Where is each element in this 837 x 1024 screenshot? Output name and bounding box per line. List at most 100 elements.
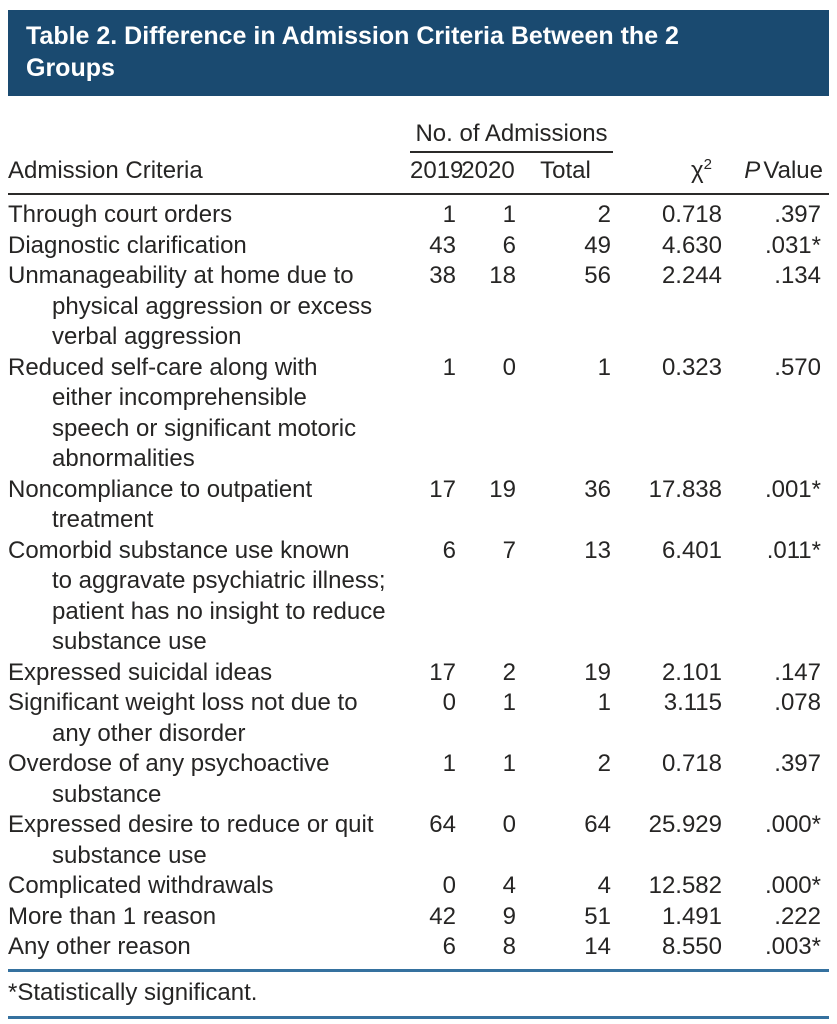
value-2019-cell: 17 xyxy=(429,475,456,503)
criteria-cell: Through court orders xyxy=(8,201,233,228)
value-total-cell: 49 xyxy=(584,231,611,259)
value-2019-cell: 1 xyxy=(442,353,456,381)
value-p-cell: .222 xyxy=(774,902,821,930)
column-header-2020: 2020 xyxy=(458,152,518,195)
value-chi-square-cell: 0.323 xyxy=(661,353,722,381)
value-p-cell: .397 xyxy=(774,750,821,777)
column-header-admission-criteria: Admission Criteria xyxy=(8,118,410,195)
p-value-label: Value xyxy=(763,157,823,184)
admissions-table: Admission Criteria No. of Admissions χ2 … xyxy=(8,118,829,972)
value-2019-cell: 1 xyxy=(442,750,456,777)
footnote-band: *Statistically significant. xyxy=(8,972,829,1019)
value-2020-cell: 1 xyxy=(502,689,516,716)
value-2020-cell: 6 xyxy=(502,231,516,259)
value-chi-square-cell: 12.582 xyxy=(648,872,722,899)
value-total-cell: 1 xyxy=(597,689,611,716)
value-2019-cell: 0 xyxy=(442,689,456,716)
criteria-cell: Diagnostic clarification xyxy=(8,231,247,259)
value-chi-square-cell: 3.115 xyxy=(663,689,722,716)
value-2020-cell: 0 xyxy=(502,811,516,838)
table-row: Noncompliance to outpatient treatment 17 … xyxy=(8,475,829,536)
column-header-chi-square: χ2 xyxy=(613,118,726,195)
criteria-cell: Reduced self-care along with either incom… xyxy=(8,353,357,473)
value-total-cell: 36 xyxy=(584,475,611,503)
column-header-p-value: P Value xyxy=(726,118,829,195)
value-2019-cell: 43 xyxy=(429,231,456,259)
value-2020-cell: 7 xyxy=(502,536,516,564)
value-p-cell: .147 xyxy=(774,658,821,686)
criteria-cell: Unmanageability at home due to physical a… xyxy=(8,262,373,350)
value-chi-square-cell: 4.630 xyxy=(661,231,722,259)
value-2019-cell: 6 xyxy=(442,536,456,564)
p-symbol: P xyxy=(744,157,761,184)
value-chi-square-cell: 0.718 xyxy=(661,750,722,777)
table-row: Through court orders 1 1 2 0.718 .397 xyxy=(8,194,829,231)
table-title: Table 2. Difference in Admission Criteri… xyxy=(26,22,679,82)
criteria-cell: More than 1 reason xyxy=(8,902,217,930)
table-row: Reduced self-care along with either incom… xyxy=(8,353,829,475)
value-2019-cell: 17 xyxy=(429,658,456,686)
value-p-cell: .397 xyxy=(774,201,821,228)
value-p-cell: .031* xyxy=(764,231,821,259)
table-row: Any other reason 6 8 14 8.550 .003* xyxy=(8,932,829,970)
criteria-cell: Significant weight loss not due to any ot… xyxy=(8,689,358,747)
value-total-cell: 14 xyxy=(584,933,611,960)
value-total-cell: 51 xyxy=(584,902,611,930)
value-2020-cell: 9 xyxy=(502,902,516,930)
value-chi-square-cell: 25.929 xyxy=(648,811,722,838)
value-chi-square-cell: 1.491 xyxy=(661,902,722,930)
value-chi-square-cell: 0.718 xyxy=(661,201,722,228)
criteria-cell: Noncompliance to outpatient treatment xyxy=(8,475,313,534)
value-2020-cell: 1 xyxy=(502,750,516,777)
value-p-cell: .011* xyxy=(766,536,821,564)
value-2019-cell: 1 xyxy=(442,201,456,228)
value-chi-square-cell: 8.550 xyxy=(661,933,722,960)
value-p-cell: .003* xyxy=(764,933,821,960)
value-2020-cell: 19 xyxy=(489,475,516,503)
criteria-cell: Expressed desire to reduce or quit substa… xyxy=(8,811,374,869)
column-group-header-admissions: No. of Admissions xyxy=(410,118,613,153)
value-2020-cell: 2 xyxy=(502,658,516,686)
value-p-cell: .000* xyxy=(764,872,821,899)
column-header-2019: 2019 xyxy=(410,152,463,195)
column-header-total: Total xyxy=(518,152,613,195)
value-2019-cell: 42 xyxy=(429,902,456,930)
value-2019-cell: 6 xyxy=(442,933,456,960)
value-2020-cell: 4 xyxy=(502,872,516,899)
criteria-cell: Comorbid substance use known to aggravate… xyxy=(8,536,386,656)
table-row: Overdose of any psychoactive substance 1 … xyxy=(8,749,829,810)
table-row: Diagnostic clarification 43 6 49 4.630 .… xyxy=(8,231,829,262)
table-title-banner: Table 2. Difference in Admission Criteri… xyxy=(8,10,829,96)
table-row: More than 1 reason 42 9 51 1.491 .222 xyxy=(8,902,829,933)
value-2020-cell: 0 xyxy=(502,353,516,381)
value-2020-cell: 1 xyxy=(502,201,516,228)
value-total-cell: 4 xyxy=(597,872,611,899)
table-header: Admission Criteria No. of Admissions χ2 … xyxy=(8,118,829,195)
value-p-cell: .000* xyxy=(764,811,821,838)
value-2019-cell: 0 xyxy=(442,872,456,899)
footnote: *Statistically significant. xyxy=(8,978,258,1006)
table-row: Comorbid substance use known to aggravate… xyxy=(8,536,829,658)
chi-symbol: χ xyxy=(691,157,704,184)
value-chi-square-cell: 6.401 xyxy=(661,536,722,564)
value-2020-cell: 8 xyxy=(502,933,516,960)
value-total-cell: 2 xyxy=(597,750,611,777)
table-row: Significant weight loss not due to any ot… xyxy=(8,688,829,749)
value-p-cell: .078 xyxy=(774,689,821,716)
value-p-cell: .001* xyxy=(764,475,821,503)
table-row: Complicated withdrawals 0 4 4 12.582 .00… xyxy=(8,871,829,902)
value-total-cell: 13 xyxy=(584,536,611,564)
table-row: Expressed suicidal ideas 17 2 19 2.101 .… xyxy=(8,658,829,689)
value-2019-cell: 38 xyxy=(429,262,456,289)
value-chi-square-cell: 17.838 xyxy=(648,475,722,503)
chi-superscript: 2 xyxy=(703,156,712,173)
value-p-cell: .134 xyxy=(774,262,821,289)
value-total-cell: 2 xyxy=(597,201,611,228)
value-total-cell: 1 xyxy=(597,353,611,381)
criteria-cell: Overdose of any psychoactive substance xyxy=(8,750,330,808)
value-2020-cell: 18 xyxy=(489,262,516,289)
criteria-cell: Expressed suicidal ideas xyxy=(8,658,273,686)
value-total-cell: 64 xyxy=(584,811,611,838)
table-row: Expressed desire to reduce or quit substa… xyxy=(8,810,829,871)
